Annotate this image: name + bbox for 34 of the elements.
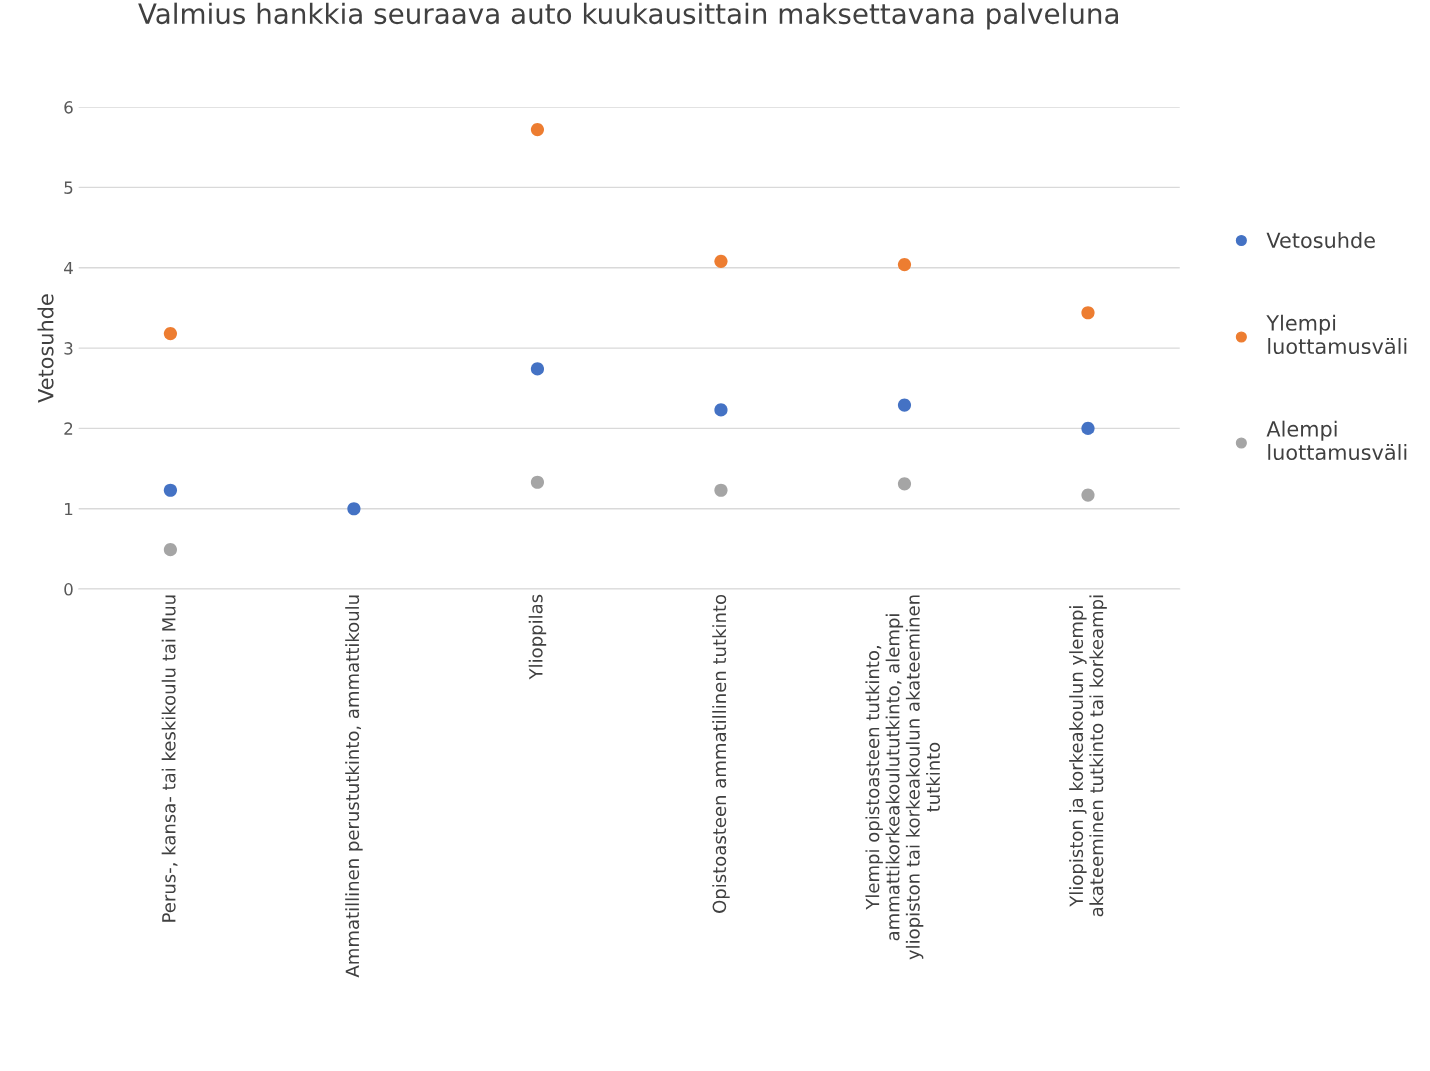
x-tick-label: Ylioppilas: [528, 594, 547, 680]
y-tick-label: 1: [65, 502, 73, 516]
point: [897, 398, 912, 412]
point: [530, 123, 545, 137]
y-tick-label: 4: [64, 261, 73, 275]
point: [714, 254, 728, 268]
point: [530, 362, 545, 376]
chart-title: Valmius hankkia seuraava auto kuukausittain maksettavana palveluna: [138, 2, 1118, 30]
y-tick-label: 2: [64, 422, 73, 435]
y-tick-label: 0: [64, 583, 73, 596]
y-tick-label: 3: [64, 342, 73, 355]
x-tick-label: Perus-, kansa- tai keskikoulu tai Muu: [161, 595, 178, 922]
point: [897, 257, 912, 272]
point: [714, 403, 728, 417]
point: [897, 477, 912, 491]
x-tick-label: Yliopiston ja korkeakoulun ylempi akateeminen tutkinto tai korkeampi: [1069, 595, 1107, 917]
legend-label: Ylempi luottamusväli: [1266, 314, 1407, 355]
y-tick-label: 6: [64, 101, 73, 114]
point: [163, 483, 177, 497]
x-tick-label: Opistoasteen ammatillinen tutkinto: [712, 594, 730, 913]
legend-label: Alempi luottamusväli: [1266, 420, 1407, 461]
point: [347, 502, 361, 516]
point: [714, 483, 728, 497]
point: [1081, 488, 1095, 502]
point: [1081, 421, 1095, 435]
y-tick-label: 5: [64, 181, 73, 194]
x-tick-label: Ylempi opistoasteen tutkinto, ammattikorkeakoulututkinto, alempi yliopiston tai korkeakoulun akateeminen tutkinto: [865, 595, 941, 960]
point: [163, 543, 177, 557]
point: [530, 475, 545, 489]
point: [1081, 306, 1095, 320]
y-axis-title: Vetosuhde: [37, 294, 54, 403]
x-tick-label: Ammatillinen perustutkinto, ammattikoulu: [345, 595, 363, 978]
point: [163, 327, 177, 341]
legend-label: Vetosuhde: [1266, 232, 1375, 249]
